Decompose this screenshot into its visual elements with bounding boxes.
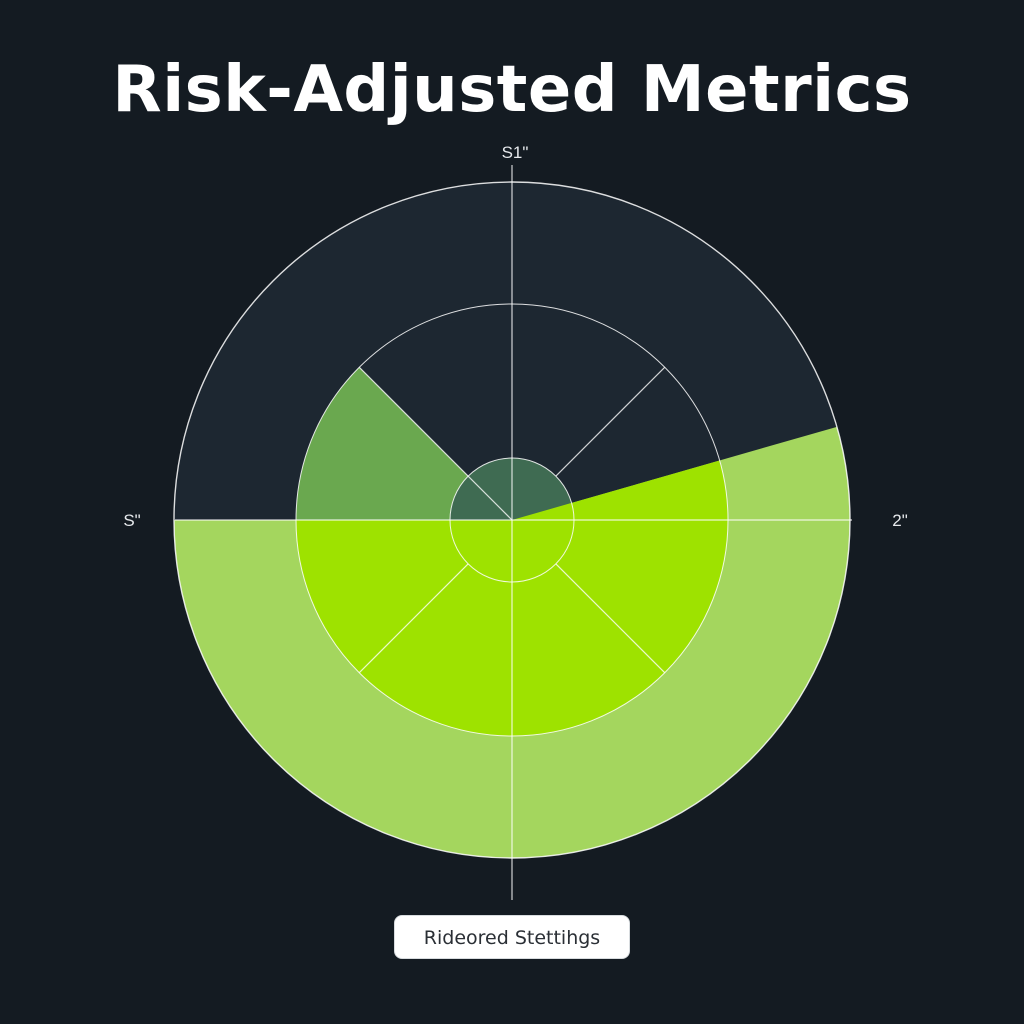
grid-spoke-315 <box>555 563 666 674</box>
grid-spoke-225 <box>358 563 469 674</box>
wedge-center-right <box>512 502 574 520</box>
grid-spoke-135 <box>358 366 513 521</box>
axis-label-top: S1" <box>502 143 529 162</box>
settings-button[interactable]: Rideored Stettihgs <box>394 915 630 959</box>
chart-grid <box>173 165 852 900</box>
axis-label-right: 2" <box>892 511 908 530</box>
chart-title: Risk-Adjusted Metrics <box>112 53 912 127</box>
wedge-middle-upper-left <box>296 367 512 520</box>
axis-label-left: S" <box>123 511 140 530</box>
grid-spoke-45 <box>555 366 666 477</box>
